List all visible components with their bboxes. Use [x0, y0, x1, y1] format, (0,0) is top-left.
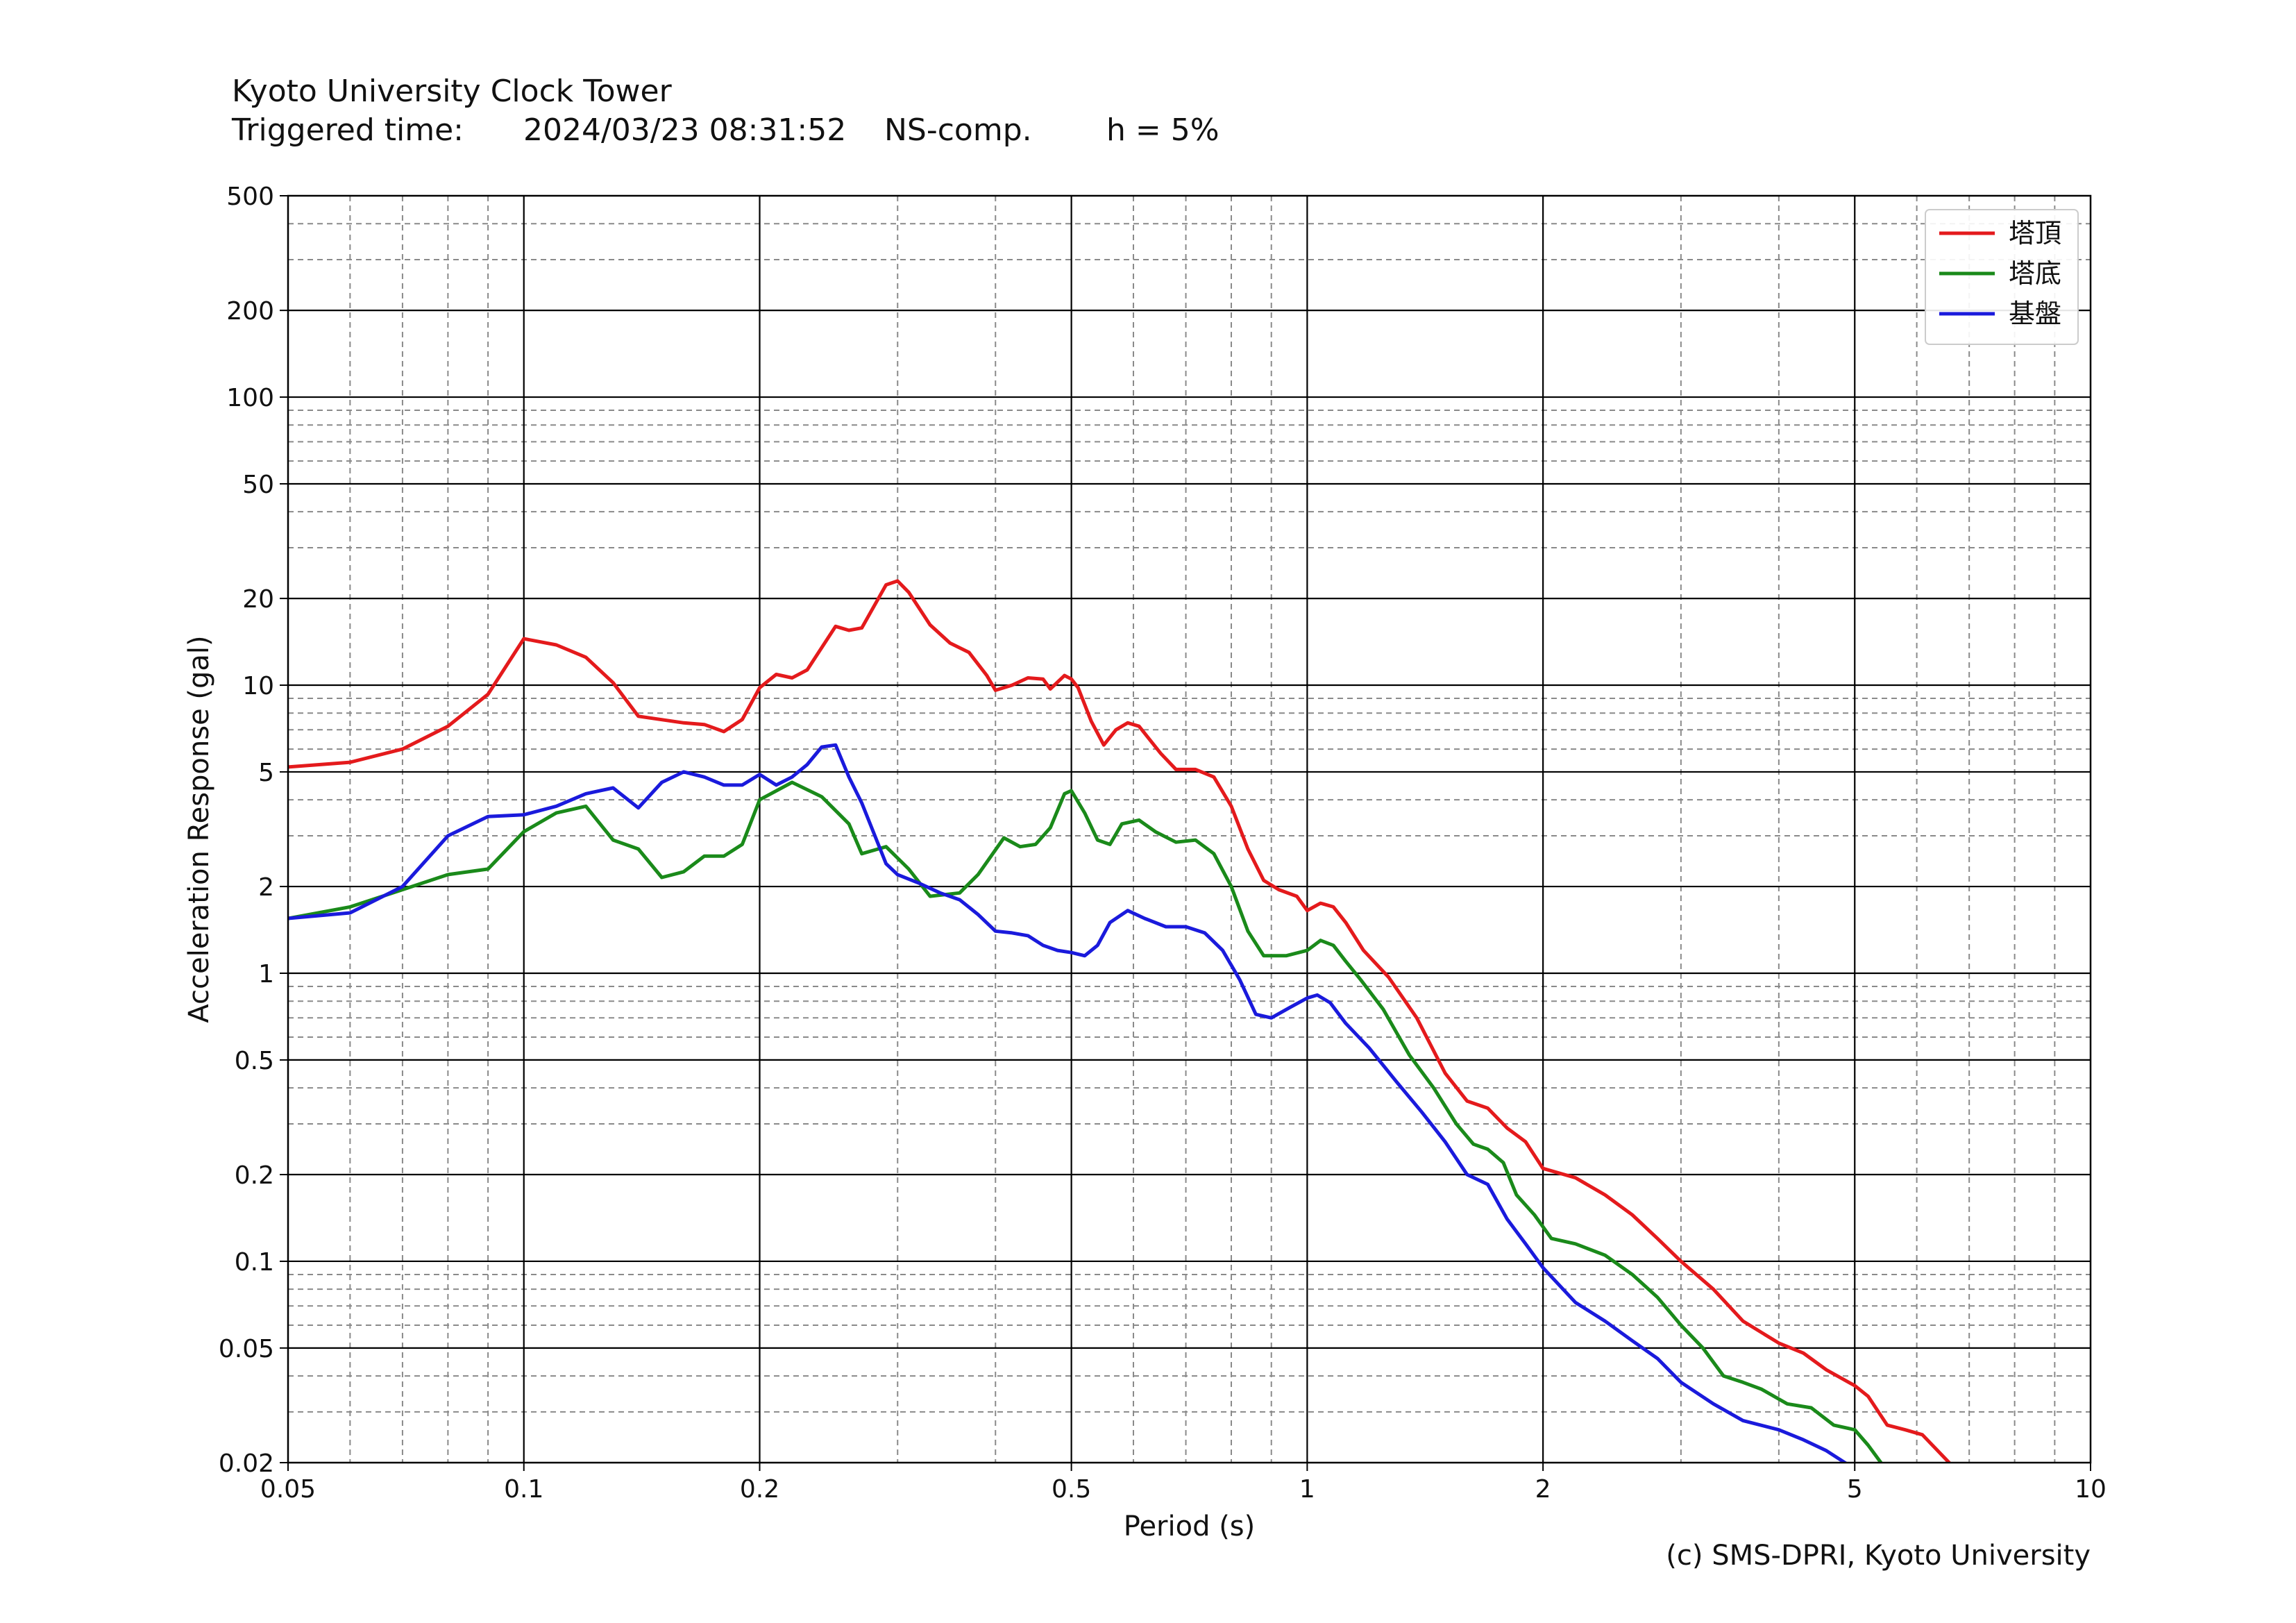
y-tick-label: 0.5 — [235, 1047, 274, 1075]
y-tick-label: 5 — [258, 759, 274, 787]
x-tick-label: 5 — [1847, 1475, 1863, 1504]
y-tick-label: 200 — [226, 297, 274, 326]
series-line-1 — [288, 579, 1951, 1463]
credit-text: (c) SMS-DPRI, Kyoto University — [1666, 1540, 2091, 1572]
y-axis-ticks: 0.02 0.05 0.1 0.2 0.5 1 2 5 10 20 50 100 200 500 — [219, 183, 288, 1478]
y-tick-label: 2 — [258, 873, 274, 902]
major-grid — [288, 196, 2091, 1463]
x-axis-label: Period (s) — [1124, 1511, 1256, 1542]
legend-box — [1925, 209, 2079, 345]
minor-grid — [288, 196, 2091, 1463]
y-tick-label: 0.1 — [235, 1248, 274, 1277]
x-tick-label: 10 — [2075, 1475, 2107, 1504]
x-tick-label: 0.1 — [504, 1475, 543, 1504]
triggered-label: Triggered time: — [232, 112, 464, 148]
y-tick-label: 500 — [226, 183, 274, 211]
y-tick-label: 0.02 — [219, 1449, 274, 1478]
triggered-time: 2024/03/23 08:31:52 — [523, 112, 847, 148]
y-axis-label: Acceleration Response (gal) — [183, 635, 215, 1023]
series-line-2 — [288, 780, 1883, 1463]
x-tick-label: 0.2 — [740, 1475, 779, 1504]
series-layer — [288, 579, 1951, 1463]
component-label: NS-comp. — [884, 112, 1032, 148]
x-axis-ticks: 0.05 0.1 0.2 0.5 1 2 5 10 — [260, 1463, 2107, 1504]
y-tick-label: 10 — [242, 672, 274, 700]
y-tick-label: 100 — [226, 384, 274, 412]
y-tick-label: 20 — [242, 585, 274, 614]
x-tick-label: 0.5 — [1052, 1475, 1091, 1504]
x-tick-label: 0.05 — [260, 1475, 316, 1504]
legend-label: 塔底 — [2009, 258, 2061, 289]
series-line-3 — [288, 743, 1848, 1463]
chart-header: Kyoto University Clock Tower Triggered t… — [232, 72, 1219, 150]
header-row-site: Kyoto University Clock Tower — [232, 72, 1219, 111]
site-name: Kyoto University Clock Tower — [232, 74, 672, 109]
y-tick-label: 1 — [258, 960, 274, 989]
y-tick-label: 0.05 — [219, 1335, 274, 1363]
damping-label: h = 5% — [1106, 112, 1219, 148]
x-tick-label: 1 — [1299, 1475, 1315, 1504]
plot-frame — [287, 194, 2092, 1464]
legend-label: 塔頂 — [2009, 218, 2061, 249]
header-row-trigger: Triggered time: 2024/03/23 08:31:52 NS-c… — [232, 111, 1219, 150]
x-tick-label: 2 — [1535, 1475, 1551, 1504]
y-tick-label: 50 — [242, 471, 274, 499]
y-tick-label: 0.2 — [235, 1161, 274, 1190]
legend-label: 基盤 — [2009, 298, 2061, 329]
